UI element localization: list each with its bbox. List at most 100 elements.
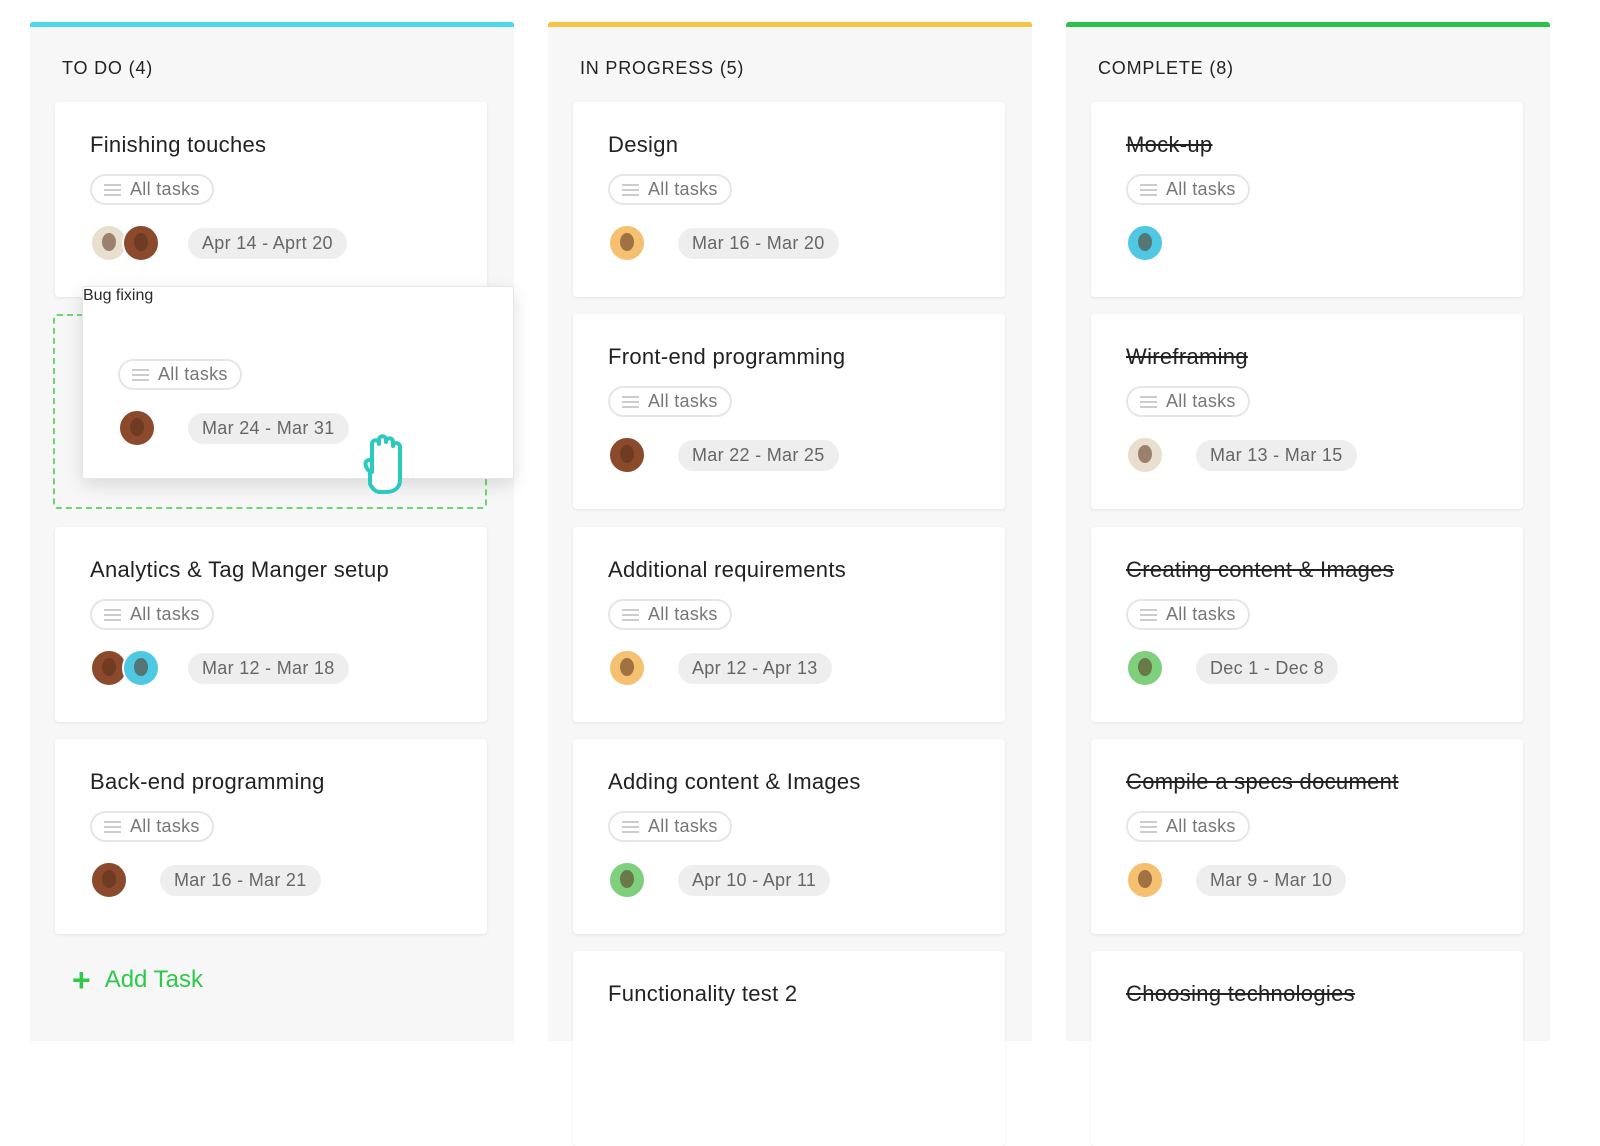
avatar[interactable] — [608, 861, 646, 899]
task-title: Design — [608, 132, 679, 157]
all-tasks-pill[interactable]: All tasks — [118, 359, 242, 390]
assignees — [1126, 649, 1164, 687]
avatar[interactable] — [90, 861, 128, 899]
task-title: Finishing touches — [90, 132, 267, 157]
task-title: Additional requirements — [608, 557, 847, 582]
task-card[interactable]: Mock-up All tasks — [1091, 102, 1523, 297]
task-title: Analytics & Tag Manger setup — [90, 557, 390, 582]
list-icon — [1140, 184, 1157, 196]
all-tasks-pill[interactable]: All tasks — [1126, 811, 1250, 842]
list-icon — [622, 396, 639, 408]
list-icon — [1140, 821, 1157, 833]
column-header: COMPLETE (8) — [1092, 58, 1234, 79]
task-card[interactable]: Compile a specs document All tasks Mar 9 -… — [1091, 739, 1523, 934]
all-tasks-pill[interactable]: All tasks — [608, 599, 732, 630]
all-tasks-pill[interactable]: All tasks — [90, 599, 214, 630]
date-range-badge[interactable]: Mar 22 - Mar 25 — [678, 440, 839, 471]
task-title: Choosing technologies — [1126, 981, 1355, 1006]
column-count: (4) — [128, 58, 154, 78]
all-tasks-pill[interactable]: All tasks — [608, 174, 732, 205]
list-icon — [104, 609, 121, 621]
task-title: Mock-up — [1126, 132, 1213, 157]
task-title: Adding content & Images — [608, 769, 861, 794]
all-tasks-pill[interactable]: All tasks — [90, 174, 214, 205]
column-title: TO DO — [62, 58, 123, 78]
all-tasks-pill[interactable]: All tasks — [608, 386, 732, 417]
task-card[interactable]: Back-end programming All tasks Mar 16 - Ma… — [55, 739, 487, 934]
task-title: Compile a specs document — [1126, 769, 1399, 794]
avatar[interactable] — [1126, 861, 1164, 899]
avatar[interactable] — [1126, 436, 1164, 474]
pill-label: All tasks — [1166, 391, 1236, 411]
date-range-badge[interactable]: Mar 24 - Mar 31 — [188, 413, 349, 444]
list-icon — [104, 821, 121, 833]
pill-label: All tasks — [648, 816, 718, 836]
pill-label: All tasks — [130, 179, 200, 199]
list-icon — [622, 821, 639, 833]
avatar[interactable] — [608, 649, 646, 687]
avatar[interactable] — [608, 436, 646, 474]
task-title: Bug fixing — [83, 287, 154, 304]
task-card[interactable]: Choosing technologies — [1091, 951, 1523, 1146]
column-header: IN PROGRESS (5) — [574, 58, 744, 79]
task-card[interactable]: Creating content & Images All tasks Dec 1 … — [1091, 527, 1523, 722]
date-range-badge[interactable]: Apr 12 - Apr 13 — [678, 653, 832, 684]
assignees — [1126, 224, 1164, 262]
date-range-badge[interactable]: Mar 16 - Mar 21 — [160, 865, 321, 896]
all-tasks-pill[interactable]: All tasks — [90, 811, 214, 842]
add-task-button[interactable]: + Add Task — [72, 964, 203, 996]
list-icon — [104, 184, 121, 196]
avatar[interactable] — [118, 409, 156, 447]
grab-hand-icon — [363, 434, 402, 494]
task-title: Back-end programming — [90, 769, 325, 794]
list-icon — [1140, 609, 1157, 621]
task-card[interactable]: Front-end programming All tasks Mar 22 - M… — [573, 314, 1005, 509]
dragged-task-card[interactable]: Bug fixing All tasks Mar 24 - Mar 31 — [82, 286, 514, 479]
date-range-badge[interactable]: Apr 14 - Aprt 20 — [188, 228, 347, 259]
column-color-bar — [548, 22, 1032, 27]
pill-label: All tasks — [1166, 179, 1236, 199]
task-card[interactable]: Wireframing All tasks Mar 13 - Mar 15 — [1091, 314, 1523, 509]
add-task-label: Add Task — [104, 966, 203, 993]
all-tasks-pill[interactable]: All tasks — [1126, 174, 1250, 205]
assignees — [608, 436, 646, 474]
task-card[interactable]: Functionality test 2 — [573, 951, 1005, 1146]
column-count: (5) — [719, 58, 745, 78]
avatar[interactable] — [122, 649, 160, 687]
date-range-badge[interactable]: Mar 9 - Mar 10 — [1196, 865, 1347, 896]
task-card[interactable]: Design All tasks Mar 16 - Mar 20 — [573, 102, 1005, 297]
assignees — [1126, 861, 1164, 899]
list-icon — [1140, 396, 1157, 408]
task-title: Wireframing — [1126, 344, 1248, 369]
avatar[interactable] — [1126, 224, 1164, 262]
task-card[interactable]: Adding content & Images All tasks Apr 10 -… — [573, 739, 1005, 934]
column-todo: TO DO (4) Finishing touches All tasks Apr 14… — [30, 22, 514, 1041]
list-icon — [132, 369, 149, 381]
avatar[interactable] — [122, 224, 160, 262]
task-card[interactable]: Finishing touches All tasks Apr 14 - Aprt … — [55, 102, 487, 297]
date-range-badge[interactable]: Mar 12 - Mar 18 — [188, 653, 349, 684]
avatar[interactable] — [608, 224, 646, 262]
column-complete: COMPLETE (8) Mock-up All tasks Wireframing Al… — [1066, 22, 1550, 1146]
task-card[interactable]: Analytics & Tag Manger setup All tasks Mar… — [55, 527, 487, 722]
all-tasks-pill[interactable]: All tasks — [1126, 599, 1250, 630]
all-tasks-pill[interactable]: All tasks — [1126, 386, 1250, 417]
pill-label: All tasks — [648, 391, 718, 411]
task-card[interactable]: Additional requirements All tasks Apr 12 -… — [573, 527, 1005, 722]
assignees — [90, 861, 128, 899]
date-range-badge[interactable]: Dec 1 - Dec 8 — [1196, 653, 1338, 684]
pill-label: All tasks — [1166, 604, 1236, 624]
date-range-badge[interactable]: Apr 10 - Apr 11 — [678, 865, 831, 896]
avatar[interactable] — [1126, 649, 1164, 687]
task-title: Creating content & Images — [1126, 557, 1394, 582]
all-tasks-pill[interactable]: All tasks — [608, 811, 732, 842]
date-range-badge[interactable]: Mar 13 - Mar 15 — [1196, 440, 1357, 471]
column-in-progress: IN PROGRESS (5) Design All tasks Mar 16 - Ma… — [548, 22, 1032, 1146]
pill-label: All tasks — [1166, 816, 1236, 836]
assignees — [608, 649, 646, 687]
column-color-bar — [1066, 22, 1550, 27]
column-header: TO DO (4) — [56, 58, 153, 79]
task-title: Functionality test 2 — [608, 981, 798, 1006]
date-range-badge[interactable]: Mar 16 - Mar 20 — [678, 228, 839, 259]
assignees — [608, 224, 646, 262]
